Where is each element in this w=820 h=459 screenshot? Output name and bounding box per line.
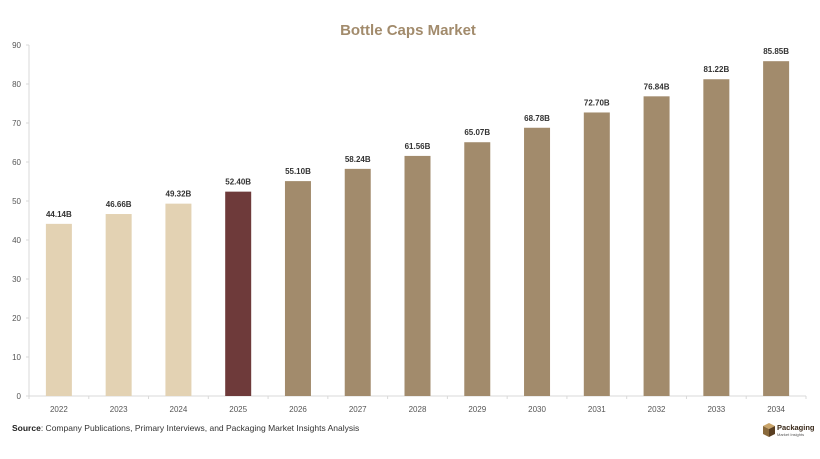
data-label: 65.07B — [464, 128, 490, 137]
bar — [524, 127, 551, 397]
data-label: 68.78B — [524, 114, 550, 123]
y-tick-label: 80 — [12, 80, 21, 89]
y-tick-label: 10 — [12, 353, 21, 362]
brand-logo: Packaging Market Insights — [763, 422, 819, 440]
y-tick-label: 30 — [12, 275, 21, 284]
y-tick-label: 50 — [12, 197, 21, 206]
bar — [344, 168, 371, 396]
brand-name: Packaging — [777, 423, 815, 432]
x-tick-label: 2034 — [767, 405, 785, 414]
x-tick-label: 2026 — [289, 405, 307, 414]
data-label: 46.66B — [106, 200, 132, 209]
data-label: 81.22B — [703, 65, 729, 74]
bar — [225, 191, 252, 396]
x-tick-label: 2027 — [349, 405, 367, 414]
data-label: 55.10B — [285, 167, 311, 176]
data-label: 49.32B — [166, 190, 192, 199]
bar — [284, 181, 311, 396]
x-tick-label: 2023 — [110, 405, 128, 414]
y-tick-label: 60 — [12, 158, 21, 167]
y-axis: 0 10 20 30 40 50 60 70 80 90 — [12, 41, 30, 401]
x-tick-label: 2028 — [409, 405, 427, 414]
brand-tagline: Market Insights — [777, 432, 805, 437]
x-tick-label: 2024 — [170, 405, 188, 414]
x-tick-label: 2032 — [648, 405, 666, 414]
data-labels: 44.14B 46.66B 49.32B 52.40B 55.10B 58.24B 61.5… — [46, 47, 789, 219]
data-label: 72.70B — [584, 98, 610, 107]
package-box-icon — [763, 423, 775, 437]
bar — [165, 203, 192, 396]
data-label: 61.56B — [405, 142, 431, 151]
y-tick-label: 0 — [17, 392, 22, 401]
bar — [45, 223, 72, 396]
data-label: 44.14B — [46, 210, 72, 219]
chart-title: Bottle Caps Market — [340, 22, 476, 39]
bar — [404, 155, 431, 396]
x-tick-label: 2033 — [707, 405, 725, 414]
data-label: 52.40B — [225, 178, 251, 187]
source-note: Source: Company Publications, Primary In… — [12, 423, 359, 433]
bar — [643, 96, 670, 396]
y-tick-label: 40 — [12, 236, 21, 245]
y-tick-label: 20 — [12, 314, 21, 323]
x-tick-label: 2022 — [50, 405, 68, 414]
x-tick-label: 2030 — [528, 405, 546, 414]
bar — [763, 61, 790, 397]
source-label: Source — [12, 423, 41, 433]
x-tick-label: 2025 — [229, 405, 247, 414]
source-text: : Company Publications, Primary Intervie… — [40, 423, 360, 433]
bar-series — [45, 61, 790, 397]
data-label: 76.84B — [644, 82, 670, 91]
bar — [464, 142, 491, 396]
data-label: 85.85B — [763, 47, 789, 56]
y-tick-label: 90 — [12, 41, 21, 50]
bar — [105, 214, 132, 396]
x-axis: 2022 2023 2024 2025 2026 2027 2028 2029 2030 2031… — [28, 395, 807, 414]
data-label: 58.24B — [345, 155, 371, 164]
x-tick-label: 2029 — [468, 405, 486, 414]
bar — [583, 112, 610, 396]
bar — [703, 79, 730, 396]
x-tick-label: 2031 — [588, 405, 606, 414]
y-tick-label: 70 — [12, 119, 21, 128]
